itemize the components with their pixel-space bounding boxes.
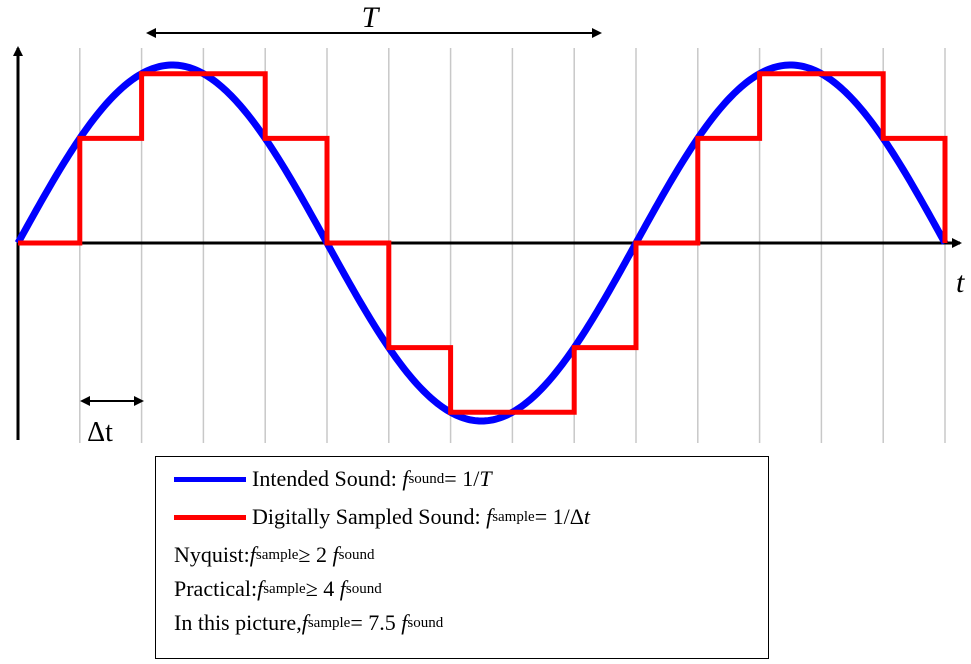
intended-sound-wave (14, 61, 949, 425)
time-axis-label: t (956, 266, 965, 299)
sampled-sound-staircase (18, 71, 948, 415)
blue-line-swatch (174, 476, 246, 482)
legend-intended-row: Intended Sound: f sound = 1/T (174, 465, 492, 493)
red-line-swatch (174, 514, 246, 520)
legend-picture-row: In this picture, f sample = 7.5 f sound (174, 610, 444, 635)
delta-t-label: Δt (87, 417, 113, 448)
legend-sampled-row: Digitally Sampled Sound: f sample = 1/Δ t (174, 503, 590, 531)
legend-nyquist-row: Nyquist: f sample ≥ 2 f sound (174, 542, 375, 567)
legend: Intended Sound: f sound = 1/T Digitally S… (155, 456, 769, 659)
legend-practical-row: Practical: f sample ≥ 4 f sound (174, 576, 382, 601)
period-label: T (362, 1, 381, 34)
sample-gridlines (79, 48, 946, 443)
